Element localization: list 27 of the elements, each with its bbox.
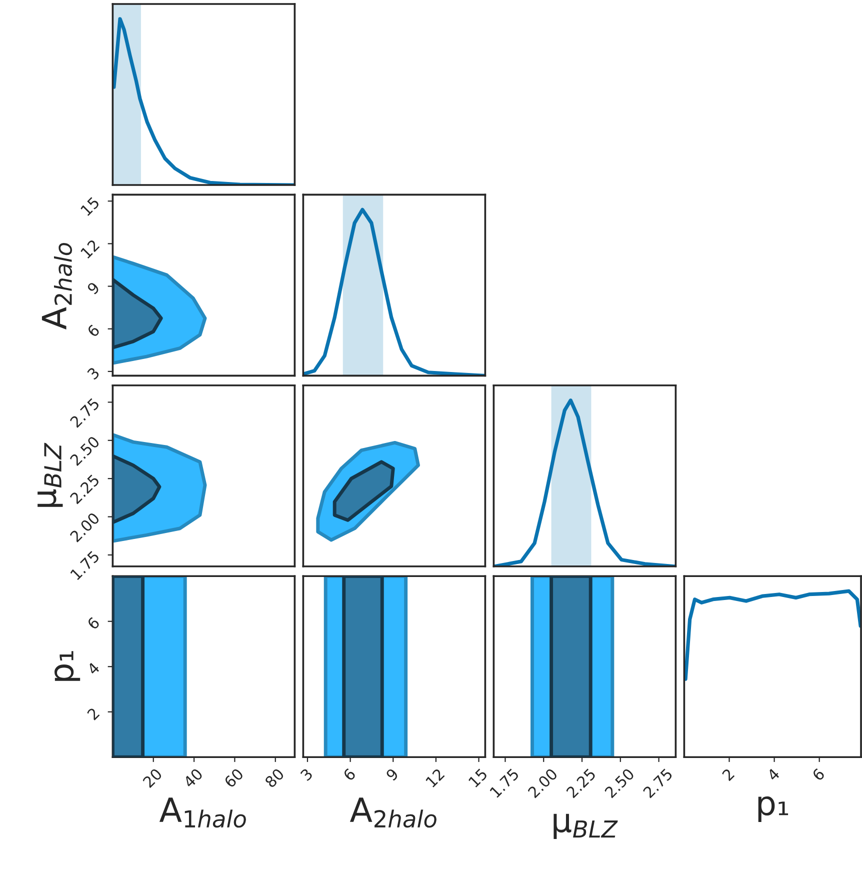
x-tick-label: 2 (722, 768, 735, 782)
x-tick-label: 40 (182, 768, 204, 788)
x-tick-label: 6 (342, 768, 356, 782)
x-axis-title: A$_{1halo}$ (159, 798, 246, 828)
y-tick-label: 4 (86, 662, 100, 676)
x-tick-label: 20 (142, 768, 163, 788)
x-tick-label: 9 (385, 768, 399, 782)
y-tick-label: 9 (86, 281, 100, 296)
x-tick-label: 4 (766, 768, 780, 782)
y-tick-label: 3 (86, 366, 100, 380)
x-tick-label: 60 (224, 768, 244, 788)
y-axis-title: A$_{2halo}$ (42, 242, 72, 330)
y-tick-label: 2 (86, 707, 100, 720)
y-tick-label: 6 (86, 616, 100, 630)
y-tick-label: 12 (80, 239, 100, 259)
x-axis-title: A$_{2halo}$ (350, 798, 436, 828)
x-axis-title: p₁ (758, 796, 788, 822)
x-axis-title: μ$_{BLZ}$ (554, 814, 618, 839)
x-tick-label: 80 (264, 768, 285, 788)
y-axis-title: μ$_{BLZ}$ (38, 442, 63, 507)
y-tick-label: 15 (80, 196, 100, 216)
x-tick-label: 15 (468, 768, 488, 788)
x-tick-label: 6 (812, 768, 826, 782)
x-tick-label: 3 (300, 768, 314, 782)
y-tick-label: 6 (86, 324, 100, 338)
x-tick-label: 12 (425, 768, 445, 788)
y-axis-title: p₁ (54, 651, 80, 681)
